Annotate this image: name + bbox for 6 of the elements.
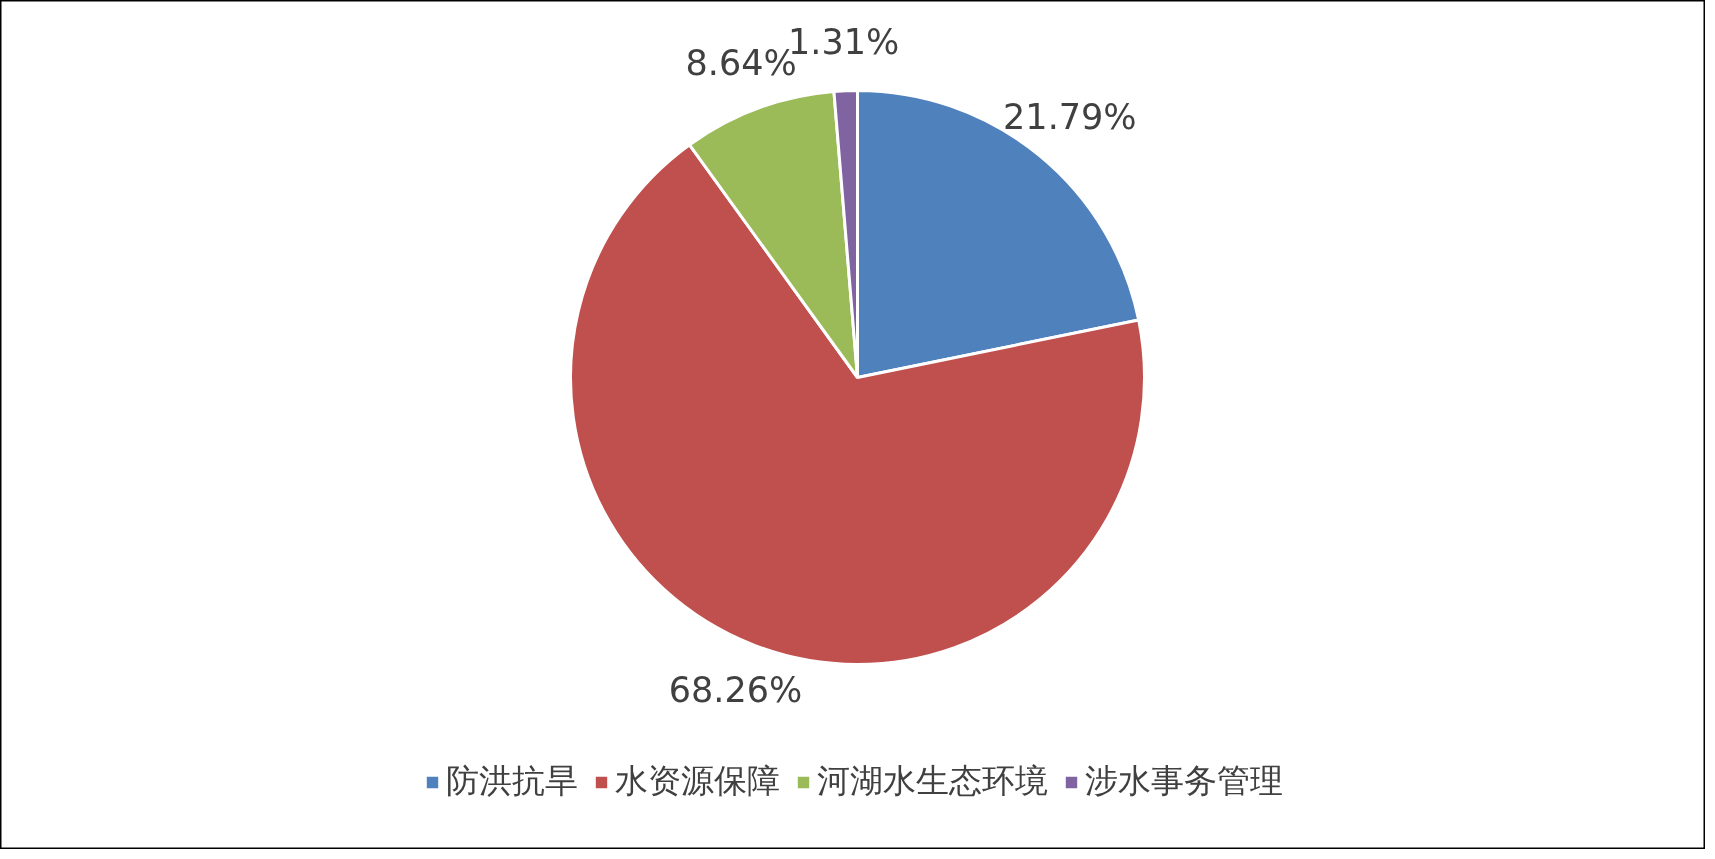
legend-label: 水资源保障 [614,760,780,802]
data-label: 68.26% [668,670,803,711]
legend-label: 防洪抗旱 [445,760,578,802]
legend-label: 河湖水生态环境 [816,760,1048,802]
legend-label: 涉水事务管理 [1084,760,1283,802]
data-label: 21.79% [1003,97,1137,138]
